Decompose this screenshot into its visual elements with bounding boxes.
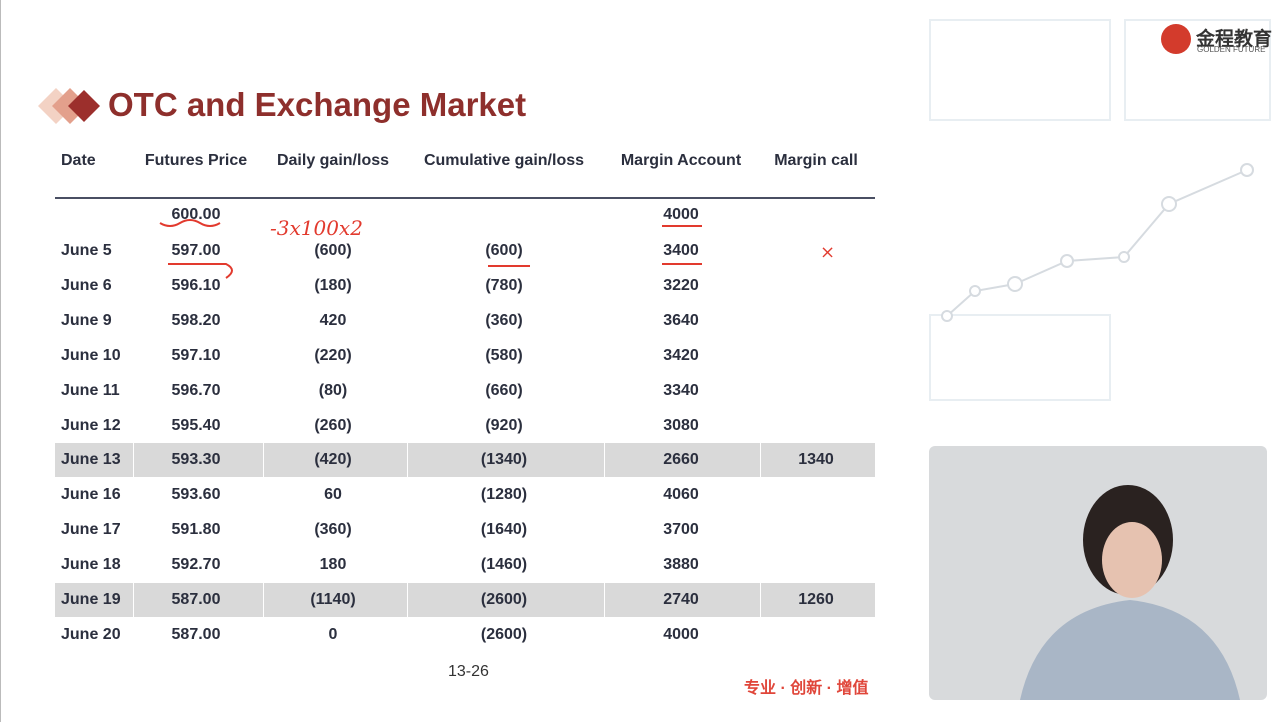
- table-cell: (1640): [480, 521, 528, 539]
- table-cell: (220): [314, 346, 352, 364]
- table-cell: 591.80: [171, 521, 221, 539]
- row-highlight: [134, 583, 263, 617]
- slide-title: OTC and Exchange Market: [108, 86, 527, 123]
- row-highlight: [761, 443, 875, 478]
- table-cell: 3400: [663, 242, 699, 259]
- table-cell: 3340: [663, 381, 699, 399]
- row-highlight: [264, 443, 407, 478]
- table-cell: (1340): [480, 451, 528, 469]
- handwritten-note: -3x100x2: [270, 216, 363, 240]
- table-cell: 420: [319, 311, 347, 329]
- table-cell: June 12: [61, 416, 121, 434]
- table-cell: 593.60: [171, 486, 221, 504]
- table-cell: 587.00: [171, 625, 221, 643]
- column-header: Margin Account: [620, 152, 742, 169]
- table-cell: (1460): [480, 556, 528, 574]
- table-cell: (600): [314, 242, 352, 259]
- table-cell: (920): [485, 416, 523, 434]
- table-cell: (1280): [480, 486, 528, 504]
- table-cell: 4060: [663, 486, 699, 504]
- row-highlight: [761, 583, 875, 617]
- column-header: Cumulative gain/loss: [423, 152, 585, 169]
- row-highlight: [264, 583, 407, 617]
- table-cell: (580): [485, 346, 523, 364]
- row-highlight: [134, 443, 263, 478]
- table-cell: 598.20: [171, 311, 221, 329]
- handwritten-mark: ×: [820, 242, 836, 263]
- table-cell: (180): [314, 276, 352, 294]
- row-highlight: [55, 443, 133, 478]
- table-cell: (360): [314, 521, 352, 539]
- table-cell: (2600): [480, 625, 528, 643]
- table-cell: June 5: [61, 242, 112, 259]
- table-cell: 595.40: [171, 416, 221, 434]
- table-cell: June 13: [61, 451, 121, 469]
- table-cell: 587.00: [171, 591, 221, 608]
- table-cell: 3080: [663, 416, 699, 434]
- table-cell: 2740: [663, 591, 699, 608]
- table-cell: June 6: [61, 276, 112, 294]
- row-highlight: [55, 583, 133, 617]
- table-cell: June 20: [61, 625, 121, 643]
- table-cell: 3220: [663, 276, 699, 294]
- table-cell: 600.00: [171, 206, 221, 223]
- logo-subtitle: GOLDEN FUTURE: [1197, 45, 1266, 54]
- row-highlight: [605, 443, 760, 478]
- table-cell: 596.70: [171, 381, 221, 399]
- table-cell: 3420: [663, 346, 699, 364]
- table-cell: 3700: [663, 521, 699, 539]
- table-cell: 1340: [798, 451, 834, 469]
- table-cell: 597.00: [171, 242, 221, 259]
- table-cell: June 11: [61, 381, 120, 399]
- column-header: Futures Price: [144, 152, 248, 169]
- table-cell: (600): [485, 242, 523, 259]
- table-cell: June 19: [61, 591, 121, 608]
- row-highlight: [605, 583, 760, 617]
- table-cell: 592.70: [171, 556, 221, 574]
- table-cell: (360): [485, 311, 523, 329]
- table-cell: 4000: [663, 625, 699, 643]
- table-cell: June 10: [61, 346, 121, 364]
- table-cell: 4000: [663, 206, 699, 223]
- table-cell: (780): [485, 276, 523, 294]
- table-cell: (660): [485, 381, 523, 399]
- table-cell: 60: [324, 486, 342, 504]
- table-cell: (1140): [310, 591, 356, 608]
- logo-name: 金程教育: [1196, 29, 1273, 50]
- table-cell: 597.10: [171, 346, 221, 364]
- table-cell: (260): [314, 416, 352, 434]
- table-cell: 596.10: [171, 276, 221, 294]
- row-highlight: [408, 583, 604, 617]
- table-cell: June 9: [61, 311, 112, 329]
- table-cell: 0: [328, 625, 338, 643]
- column-header: Daily gain/loss: [276, 152, 390, 169]
- slogan: 专业 · 创新 · 增值: [744, 680, 869, 697]
- table-cell: 593.30: [171, 451, 221, 469]
- table-cell: 1260: [798, 591, 834, 608]
- table-cell: 2660: [663, 451, 699, 469]
- table-cell: June 16: [61, 486, 121, 504]
- table-cell: (420): [314, 451, 352, 469]
- table-cell: (2600): [480, 591, 528, 608]
- table-cell: 3880: [663, 556, 699, 574]
- row-highlight: [408, 443, 604, 478]
- table-cell: 180: [319, 556, 347, 574]
- page-number: 13-26: [448, 663, 489, 680]
- table-cell: June 17: [61, 521, 121, 539]
- table-cell: June 18: [61, 556, 121, 574]
- column-header: Margin call: [774, 152, 858, 169]
- table-cell: (80): [318, 381, 348, 399]
- table-cell: 3640: [663, 311, 699, 329]
- column-header: Date: [61, 152, 96, 169]
